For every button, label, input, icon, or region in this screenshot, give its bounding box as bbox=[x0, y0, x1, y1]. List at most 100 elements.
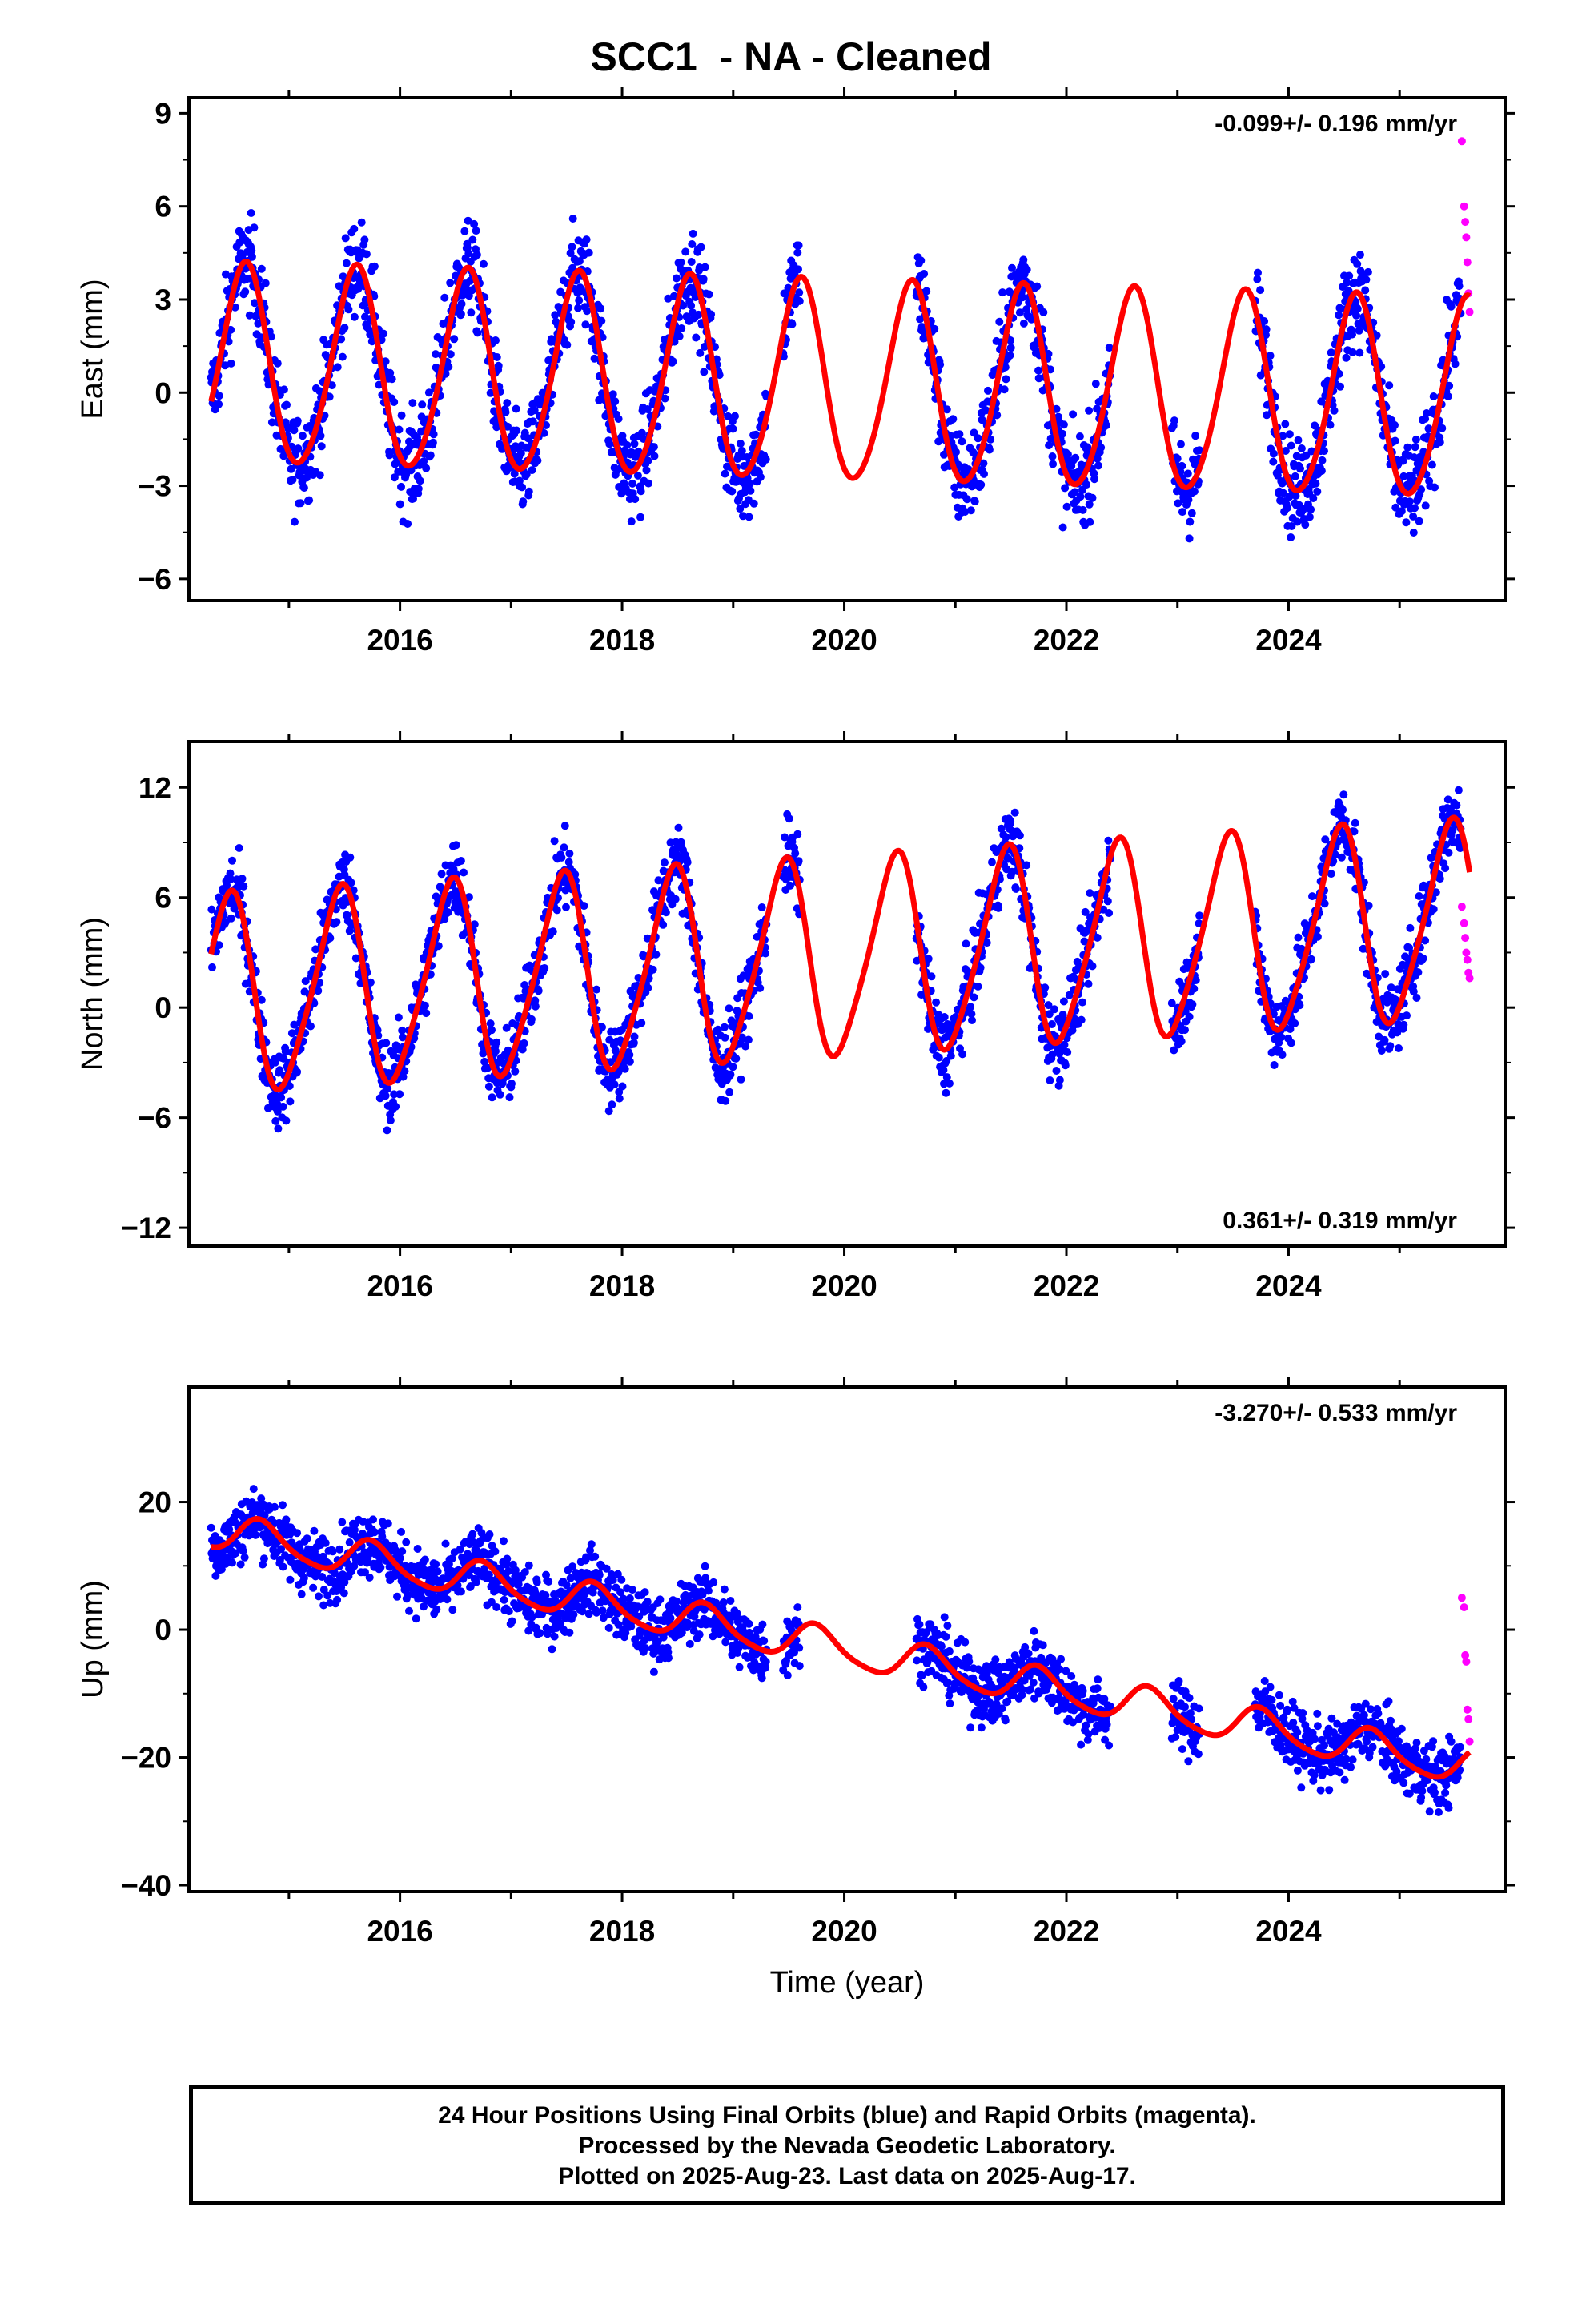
final-orbit-point bbox=[249, 1485, 258, 1494]
final-orbit-point bbox=[761, 455, 770, 464]
final-orbit-point bbox=[227, 875, 235, 883]
final-orbit-point bbox=[737, 447, 746, 455]
final-orbit-point bbox=[376, 1563, 385, 1572]
final-orbit-point bbox=[1385, 381, 1394, 390]
final-orbit-point bbox=[661, 858, 669, 867]
final-orbit-point bbox=[1195, 446, 1204, 455]
final-orbit-point bbox=[552, 906, 561, 915]
final-orbit-point bbox=[1055, 1076, 1064, 1084]
final-orbit-point bbox=[496, 1090, 504, 1099]
final-orbit-point bbox=[1352, 311, 1360, 320]
final-orbit-point bbox=[699, 275, 708, 283]
final-orbit-point bbox=[644, 456, 652, 465]
final-orbit-point bbox=[614, 1068, 623, 1076]
final-orbit-point bbox=[1006, 336, 1015, 344]
final-orbit-point bbox=[950, 483, 959, 492]
final-orbit-point bbox=[625, 1057, 634, 1066]
final-orbit-point bbox=[731, 412, 739, 420]
final-orbit-point bbox=[1046, 1076, 1054, 1084]
final-orbit-point bbox=[1184, 496, 1193, 504]
final-orbit-point bbox=[1183, 469, 1192, 478]
final-orbit-point bbox=[379, 329, 388, 338]
final-orbit-point bbox=[1091, 380, 1100, 388]
final-orbit-point bbox=[958, 1050, 967, 1059]
final-orbit-point bbox=[1191, 976, 1200, 984]
final-orbit-point bbox=[1058, 429, 1066, 438]
x-tick-label: 2020 bbox=[811, 624, 877, 657]
final-orbit-point bbox=[749, 499, 758, 508]
final-orbit-point bbox=[705, 290, 713, 299]
final-orbit-point bbox=[791, 849, 800, 858]
final-orbit-point bbox=[966, 506, 975, 515]
final-orbit-point bbox=[961, 508, 970, 516]
final-orbit-point bbox=[1331, 850, 1339, 859]
final-orbit-point bbox=[637, 1019, 646, 1027]
final-orbit-point bbox=[1344, 287, 1353, 296]
final-orbit-point bbox=[621, 1629, 630, 1638]
final-orbit-point bbox=[1060, 1040, 1069, 1049]
final-orbit-point bbox=[566, 1574, 575, 1582]
final-orbit-point bbox=[1429, 905, 1438, 914]
rapid-orbit-point bbox=[1463, 955, 1472, 964]
final-orbit-point bbox=[550, 837, 559, 846]
final-orbit-point bbox=[286, 1575, 295, 1584]
final-orbit-point bbox=[221, 361, 230, 370]
final-orbit-point bbox=[1318, 456, 1327, 464]
final-orbit-point bbox=[1173, 454, 1182, 463]
final-orbit-point bbox=[625, 1594, 634, 1602]
final-orbit-point bbox=[319, 1601, 328, 1610]
final-orbit-point bbox=[563, 340, 572, 349]
final-orbit-point bbox=[1419, 954, 1427, 963]
final-orbit-point bbox=[697, 243, 705, 251]
final-orbit-point bbox=[1093, 454, 1102, 463]
final-orbit-point bbox=[524, 1561, 533, 1570]
final-orbit-point bbox=[339, 272, 347, 281]
final-orbit-point bbox=[228, 856, 236, 865]
final-orbit-point bbox=[1061, 484, 1070, 493]
final-orbit-point bbox=[293, 1068, 302, 1076]
final-orbit-point bbox=[1411, 504, 1419, 513]
final-orbit-point bbox=[1167, 999, 1176, 1007]
final-orbit-point bbox=[1085, 406, 1094, 415]
final-orbit-point bbox=[1170, 1046, 1178, 1055]
final-orbit-point bbox=[382, 1039, 391, 1047]
final-orbit-point bbox=[467, 308, 476, 317]
final-orbit-point bbox=[586, 1546, 594, 1554]
final-orbit-point bbox=[927, 972, 936, 981]
final-orbit-point bbox=[1421, 936, 1430, 945]
final-orbit-point bbox=[669, 357, 677, 366]
final-orbit-point bbox=[575, 296, 584, 304]
final-orbit-point bbox=[420, 1001, 429, 1010]
y-axis-label: North (mm) bbox=[76, 917, 110, 1071]
final-orbit-point bbox=[277, 1093, 286, 1102]
final-orbit-point bbox=[1377, 1047, 1386, 1055]
final-orbit-point bbox=[1313, 487, 1322, 496]
final-orbit-point bbox=[1269, 449, 1278, 458]
final-orbit-point bbox=[466, 1582, 475, 1590]
final-orbit-point bbox=[394, 1013, 403, 1022]
final-orbit-point bbox=[1361, 286, 1370, 295]
final-orbit-point bbox=[1327, 870, 1335, 879]
final-orbit-point bbox=[207, 1523, 215, 1532]
final-orbit-point bbox=[1006, 817, 1015, 826]
final-orbit-point bbox=[1008, 263, 1016, 272]
final-orbit-point bbox=[325, 392, 334, 401]
final-orbit-point bbox=[726, 1070, 735, 1079]
final-orbit-point bbox=[532, 1578, 541, 1586]
final-orbit-point bbox=[1342, 353, 1351, 362]
final-orbit-point bbox=[560, 822, 569, 830]
final-orbit-point bbox=[271, 1058, 279, 1067]
final-orbit-point bbox=[1414, 968, 1423, 977]
final-orbit-point bbox=[1075, 432, 1084, 440]
final-orbit-point bbox=[227, 914, 235, 923]
final-orbit-point bbox=[1353, 259, 1362, 268]
final-orbit-point bbox=[942, 1088, 950, 1097]
final-orbit-point bbox=[648, 965, 657, 974]
final-orbit-point bbox=[393, 1592, 401, 1601]
final-orbit-point bbox=[408, 399, 417, 408]
final-orbit-point bbox=[321, 1538, 330, 1547]
final-orbit-point bbox=[457, 300, 466, 308]
final-orbit-point bbox=[1441, 864, 1450, 873]
final-orbit-point bbox=[1294, 933, 1303, 942]
final-orbit-point bbox=[794, 857, 803, 866]
